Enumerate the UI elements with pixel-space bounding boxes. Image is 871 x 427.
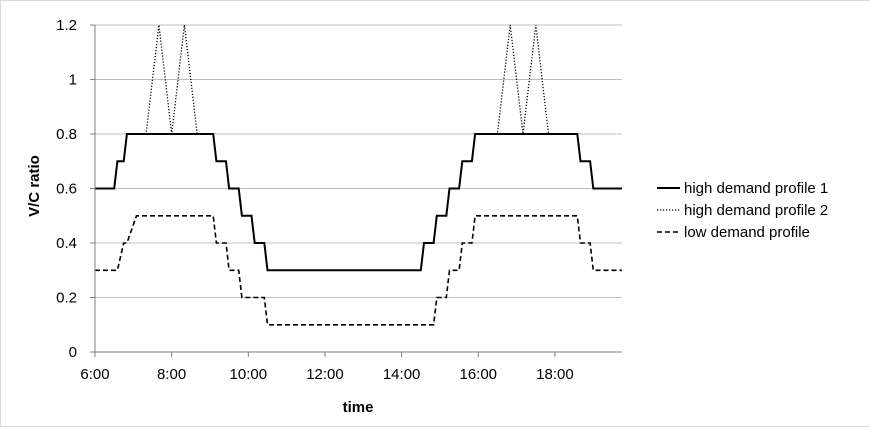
x-tick-label: 14:00 (383, 366, 421, 383)
y-tick-label: 1 (69, 72, 77, 89)
x-tick-label: 12:00 (306, 366, 344, 383)
y-tick-label: 0 (69, 344, 77, 361)
x-tick-label: 18:00 (536, 366, 574, 383)
y-axis-ticks: 0 0.2 0.4 0.6 0.8 1 1.2 (56, 17, 77, 361)
x-axis-ticks: 6:00 8:00 10:00 12:00 14:00 16:00 18:00 (80, 366, 573, 383)
series-line-high-demand-profile-1 (95, 133, 622, 272)
legend-label: low demand profile (684, 224, 810, 241)
y-tick-label: 0.2 (56, 290, 77, 307)
y-tick-label: 1.2 (56, 17, 77, 34)
y-tick-label: 0.4 (56, 235, 77, 252)
x-tick-label: 6:00 (80, 366, 109, 383)
y-tick-label: 0.8 (56, 126, 77, 143)
gridlines (95, 24, 622, 298)
x-axis-title: time (343, 399, 374, 416)
legend-label: high demand profile 2 (684, 202, 828, 219)
y-tick-label: 0.6 (56, 181, 77, 198)
series-line-low-demand-profile (95, 215, 622, 326)
y-axis-title: V/C ratio (26, 155, 43, 217)
x-tick-label: 16:00 (459, 366, 497, 383)
x-tick-label: 10:00 (230, 366, 268, 383)
axes (90, 24, 622, 357)
series-line-high-demand-profile-2 (95, 24, 622, 271)
legend-label: high demand profile 1 (684, 180, 828, 197)
legend: high demand profile 1 high demand profile… (657, 180, 828, 241)
x-tick-label: 8:00 (157, 366, 186, 383)
series-lines (95, 24, 622, 326)
